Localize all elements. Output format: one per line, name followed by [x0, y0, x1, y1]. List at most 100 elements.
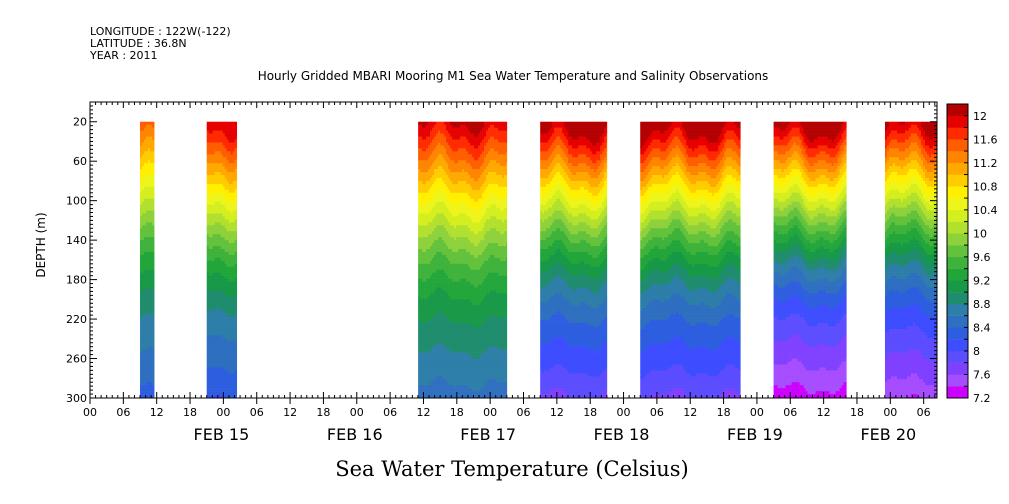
heat-cell	[152, 299, 155, 303]
heat-cell	[462, 287, 465, 291]
heat-cell	[444, 228, 447, 232]
heat-cell	[146, 257, 149, 262]
heat-cell	[206, 352, 210, 356]
heat-cell	[474, 257, 477, 262]
heat-cell	[464, 391, 467, 395]
heat-cell	[450, 272, 453, 276]
heat-cell	[466, 251, 469, 256]
heat-cell	[464, 272, 467, 276]
heat-cell	[464, 269, 467, 273]
heat-cell	[448, 246, 451, 250]
heat-cell	[434, 124, 437, 128]
heat-cell	[452, 133, 455, 137]
heat-cell	[442, 340, 445, 345]
heat-cell	[444, 133, 447, 137]
heat-cell	[440, 175, 443, 179]
heat-cell	[448, 328, 451, 333]
heat-cell	[428, 249, 431, 253]
heat-cell	[418, 331, 421, 336]
heat-cell	[452, 157, 455, 161]
heat-cell	[222, 290, 226, 294]
heat-cell	[228, 394, 232, 398]
heat-cell	[226, 325, 230, 330]
heat-cell	[432, 317, 435, 321]
heat-cell	[448, 213, 451, 217]
heat-cell	[474, 246, 477, 250]
heat-cell	[234, 195, 238, 199]
heat-cell	[140, 198, 143, 202]
heat-cell	[420, 314, 423, 318]
heat-cell	[224, 189, 228, 194]
heat-cell	[222, 296, 226, 300]
heat-cell	[426, 130, 429, 134]
heat-cell	[472, 210, 475, 214]
heat-cell	[228, 180, 232, 185]
heat-cell	[450, 323, 453, 327]
heat-cell	[468, 281, 471, 285]
heat-cell	[428, 219, 431, 223]
heat-cell	[218, 195, 222, 199]
heat-cell	[220, 163, 224, 167]
heat-cell	[418, 352, 421, 356]
heat-cell	[224, 302, 228, 306]
heat-cell	[448, 320, 451, 324]
heat-cell	[232, 254, 236, 259]
heat-cell	[428, 317, 431, 321]
heat-cell	[226, 361, 230, 365]
heat-cell	[212, 391, 216, 395]
heat-cell	[418, 385, 421, 389]
heat-cell	[216, 192, 220, 197]
heat-cell	[206, 195, 210, 199]
heat-cell	[218, 139, 222, 143]
heat-cell	[428, 343, 431, 347]
heat-cell	[224, 361, 228, 365]
heat-cell	[216, 284, 220, 288]
heat-cell	[144, 231, 147, 235]
heat-cell	[470, 139, 473, 143]
heat-cell	[472, 358, 475, 362]
heat-cell	[152, 148, 155, 152]
heat-cell	[234, 364, 238, 368]
heat-cell	[456, 284, 459, 288]
heat-cell	[228, 323, 232, 327]
heat-cell	[216, 254, 220, 259]
heat-cell	[234, 183, 238, 188]
heat-cell	[224, 257, 228, 262]
heat-cell	[428, 243, 431, 247]
heat-cell	[468, 337, 471, 342]
heat-cell	[230, 358, 234, 362]
heat-cell	[210, 275, 214, 279]
heat-cell	[142, 260, 145, 265]
heat-cell	[474, 314, 477, 318]
heat-cell	[424, 284, 427, 288]
heat-cell	[214, 204, 218, 208]
heat-cell	[442, 346, 445, 350]
heat-cell	[428, 228, 431, 232]
heat-cell	[468, 275, 471, 279]
heat-cell	[228, 281, 232, 285]
heat-cell	[472, 237, 475, 241]
heat-cell	[226, 296, 230, 300]
heat-cell	[140, 275, 143, 279]
heat-cell	[226, 254, 230, 259]
heat-cell	[210, 334, 214, 339]
heat-cell	[140, 302, 143, 306]
heat-cell	[446, 251, 449, 256]
heat-cell	[230, 145, 234, 149]
heat-cell	[468, 240, 471, 244]
heat-cell	[456, 323, 459, 327]
heat-cell	[460, 370, 463, 374]
heat-cell	[208, 210, 212, 214]
heat-cell	[434, 175, 437, 179]
heat-cell	[434, 337, 437, 342]
heat-cell	[206, 323, 210, 327]
heat-cell	[432, 151, 435, 155]
heat-cell	[210, 130, 214, 134]
heat-cell	[220, 331, 224, 336]
heat-cell	[420, 308, 423, 312]
heat-cell	[444, 177, 447, 182]
heat-cell	[428, 346, 431, 350]
heat-cell	[466, 189, 469, 194]
heat-cell	[440, 278, 443, 282]
heat-cell	[208, 175, 212, 179]
